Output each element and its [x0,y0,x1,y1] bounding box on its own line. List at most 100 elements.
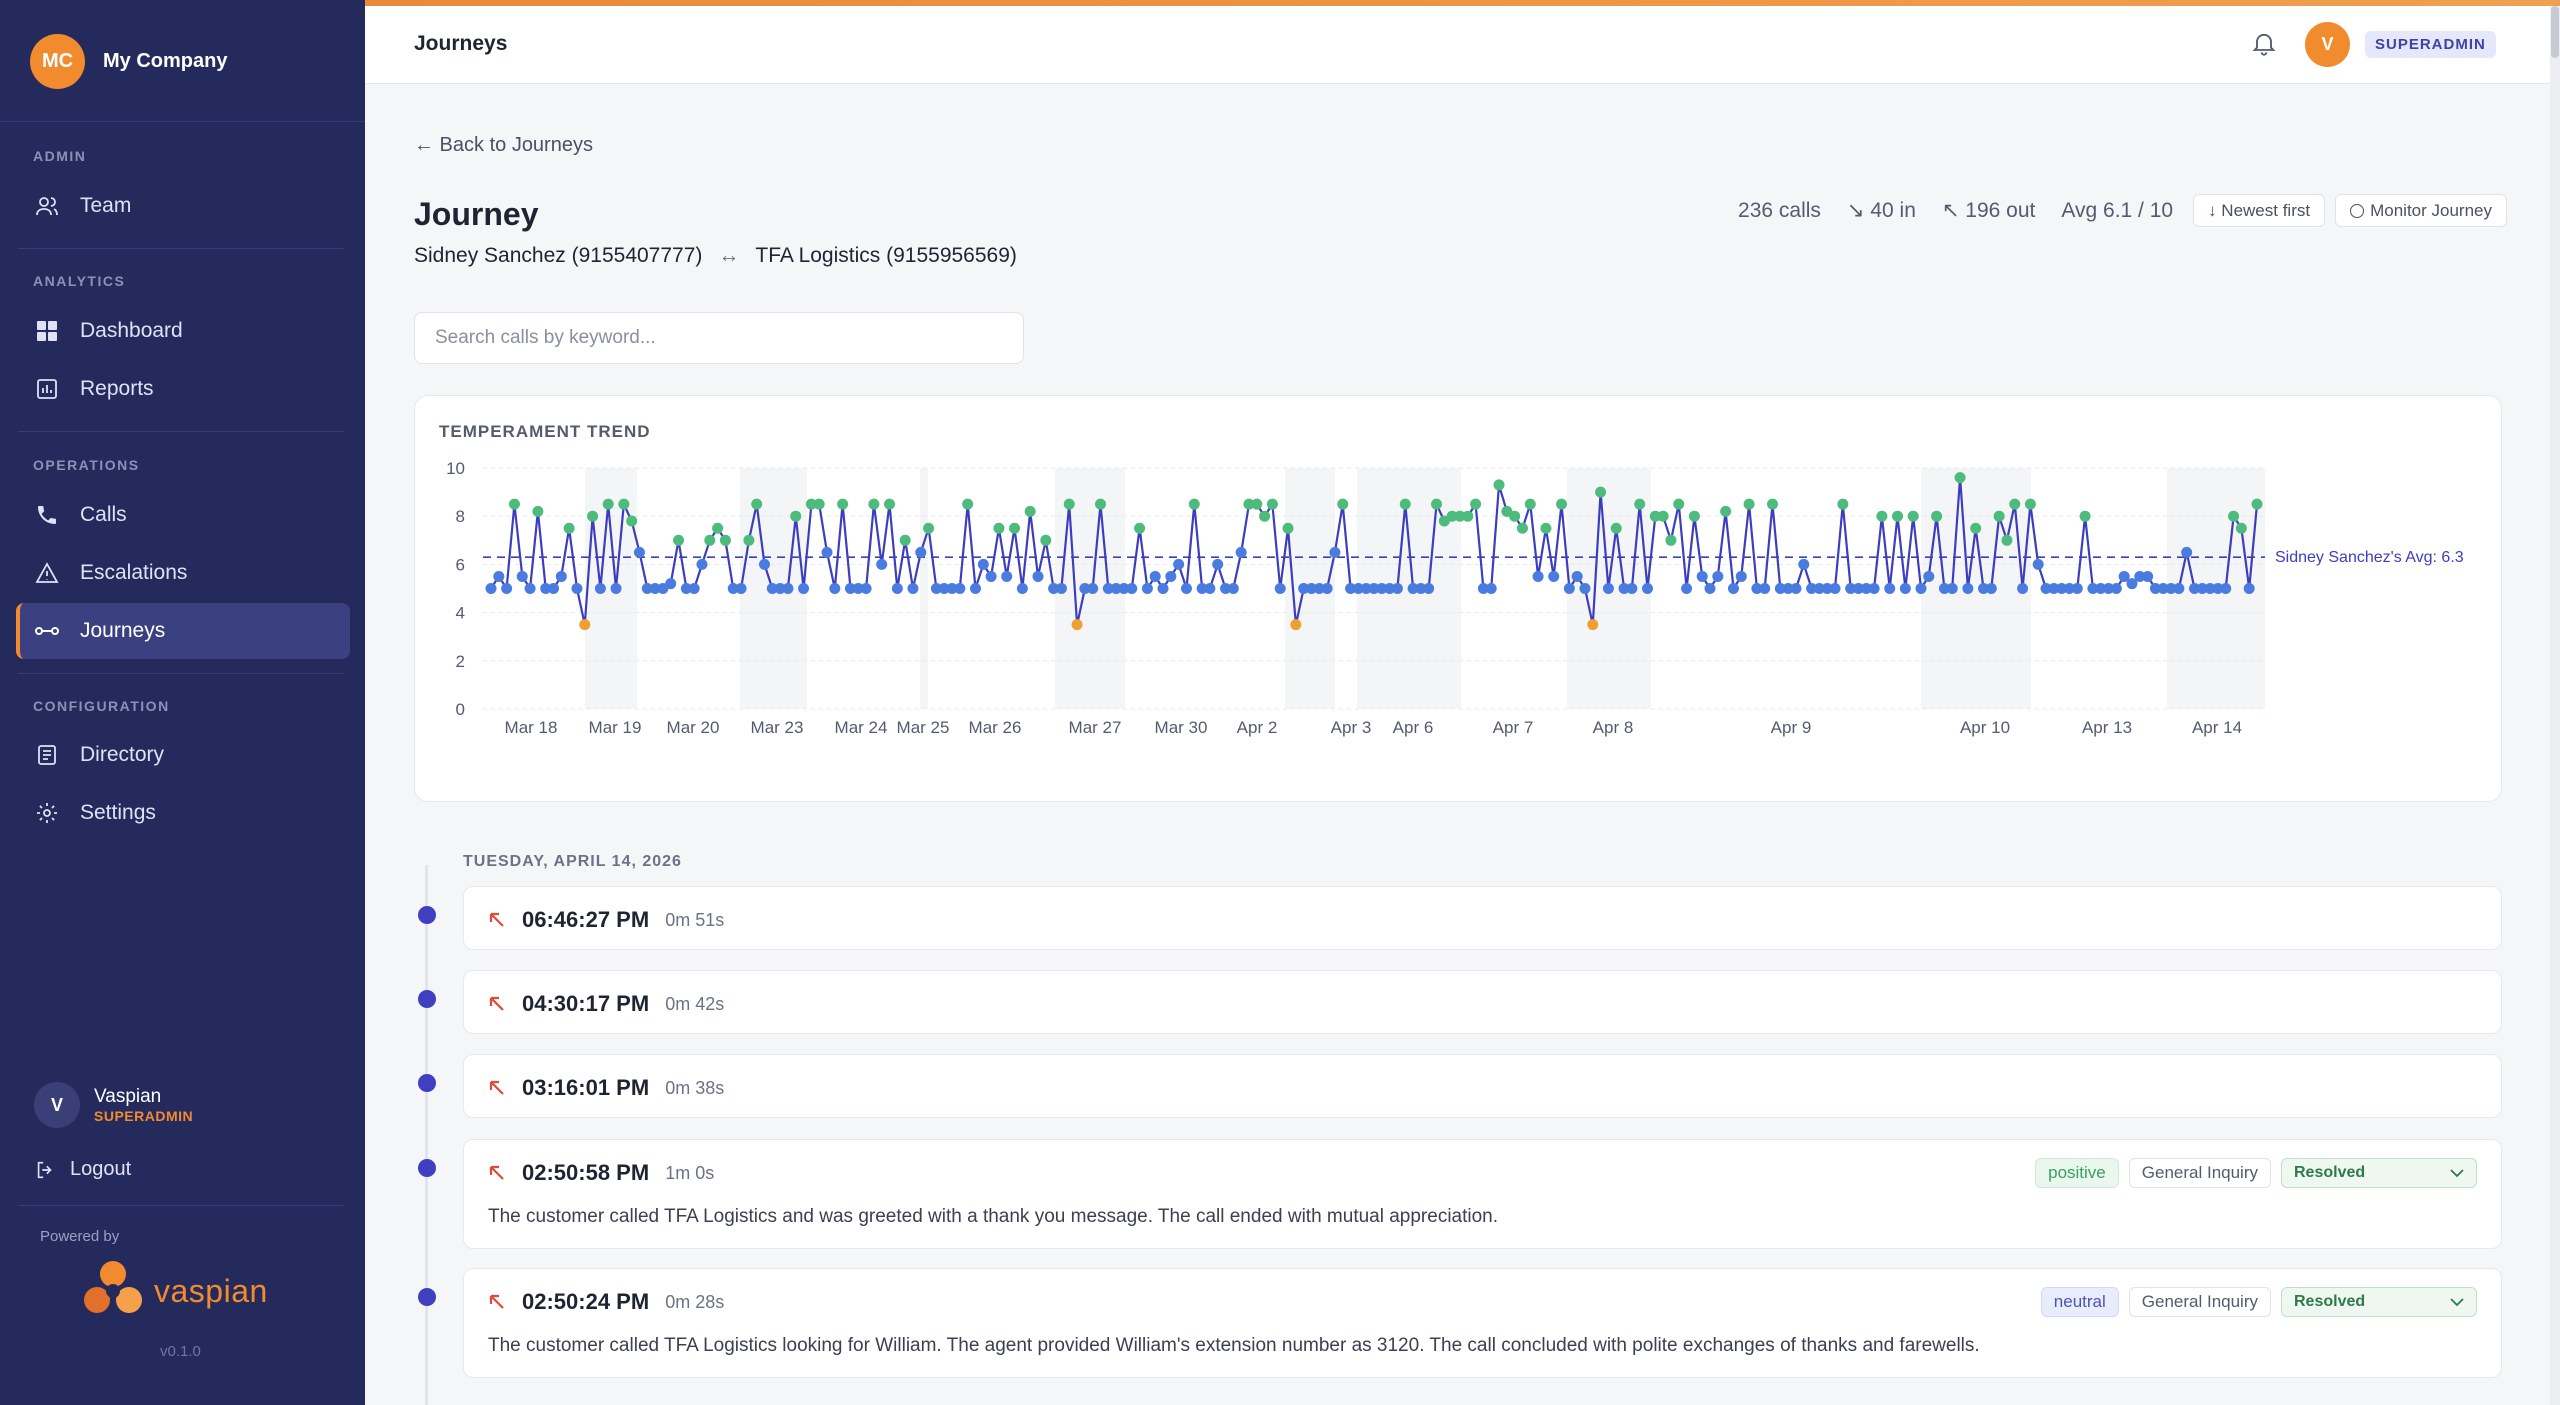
data-point [1743,498,1755,510]
version-label: v0.1.0 [160,1343,201,1360]
call-card[interactable]: 04:30:17 PM 0m 42s [463,970,2502,1034]
status-select[interactable]: Resolved [2281,1158,2477,1188]
data-point [1462,510,1474,522]
data-point [2251,498,2263,510]
status-select[interactable]: Resolved [2281,1287,2477,1317]
chart-title: TEMPERAMENT TREND [439,422,651,441]
data-point [1188,498,1200,510]
data-point [1259,510,1271,522]
sidebar-item-escalations[interactable]: Escalations [16,545,350,601]
data-point [1376,583,1388,594]
chevron-down-icon [2450,1168,2464,1178]
data-point [1899,583,1911,594]
data-point [665,578,677,590]
outbound-arrow-icon [488,911,506,929]
data-point [2204,583,2216,594]
timeline-dot [418,906,436,924]
data-point [1931,510,1943,522]
data-point [1696,570,1708,582]
data-point [1118,583,1130,594]
data-point [1813,583,1825,594]
data-point [1641,583,1653,594]
data-point [493,570,505,582]
sidebar-item-settings[interactable]: Settings [16,785,350,841]
sidebar-item-reports[interactable]: Reports [16,361,350,417]
data-point [1001,570,1013,582]
scrollbar-thumb[interactable] [2551,6,2559,58]
company-brand[interactable]: MC My Company [30,34,227,89]
section-label-configuration: CONFIGURATION [33,698,170,714]
outbound-arrow-icon [488,1164,506,1182]
data-point [1360,583,1372,594]
call-duration: 0m 42s [665,993,725,1014]
sidebar-item-dashboard[interactable]: Dashboard [16,303,350,359]
y-tick-label: 2 [456,652,465,671]
data-point [1126,583,1138,594]
data-point [1727,583,1739,594]
y-tick-label: 8 [456,507,465,526]
avatar[interactable]: V [2305,22,2350,67]
back-link[interactable]: ← Back to Journeys [414,134,593,156]
party-a: Sidney Sanchez (9155407777) [414,244,703,267]
data-point [610,583,622,594]
data-point [2235,522,2247,534]
data-point [727,583,739,594]
data-point [2173,583,2185,594]
call-card[interactable]: 02:50:58 PM 1m 0s positive General Inquiry R… [463,1139,2502,1249]
powered-by-label: Powered by [40,1228,120,1245]
sidebar-item-team[interactable]: Team [16,178,350,234]
sentiment-badge: positive [2035,1158,2119,1188]
data-point [633,546,645,558]
sidebar-item-calls[interactable]: Calls [16,487,350,543]
data-point [1266,498,1278,510]
call-card[interactable]: 03:16:01 PM 0m 38s [463,1054,2502,1118]
vaspian-logo-text: vaspian [154,1273,268,1309]
data-point [1313,583,1325,594]
data-point [930,583,942,594]
x-tick-label: Apr 8 [1593,718,1634,737]
call-card[interactable]: 02:50:24 PM 0m 28s neutral General Inquiry R… [463,1268,2502,1378]
avatar: V [34,1082,80,1128]
sort-button[interactable]: ↓ Newest first [2193,194,2326,227]
data-point [1712,570,1724,582]
data-point [954,583,966,594]
call-card[interactable]: 06:46:27 PM 0m 51s [463,886,2502,950]
data-point [626,515,638,527]
sidebar-item-journeys[interactable]: Journeys [16,603,350,659]
data-point [2220,583,2232,594]
search-input[interactable] [414,312,1024,364]
data-point [1509,510,1521,522]
data-point [1345,583,1357,594]
sidebar-item-directory[interactable]: Directory [16,727,350,783]
stat-calls: 236 calls [1738,198,1821,222]
data-point [1618,583,1630,594]
call-duration: 0m 28s [665,1291,725,1312]
data-point [2228,510,2240,522]
stat-average: Avg 6.1 / 10 [2061,198,2174,222]
data-point [1282,522,1294,534]
data-point [1071,619,1083,631]
stat-outbound: ↖ 196 out [1941,199,2036,222]
data-point [938,583,950,594]
data-point [1204,583,1216,594]
party-b: TFA Logistics (9155956569) [755,244,1017,267]
data-point [1829,583,1841,594]
data-point [884,498,896,510]
data-point [2056,583,2068,594]
user-profile[interactable]: V Vaspian SUPERADMIN [34,1082,193,1128]
bell-icon[interactable] [2250,28,2278,63]
monitor-journey-button[interactable]: Monitor Journey [2335,194,2507,227]
data-point [1180,583,1192,594]
scrollbar[interactable] [2550,6,2560,1405]
data-point [1149,570,1161,582]
logout-button[interactable]: Logout [34,1158,131,1181]
data-point [962,498,974,510]
status-value: Resolved [2294,1293,2366,1310]
top-accent-strip [365,0,2560,6]
data-point [485,583,497,594]
call-tags: neutral General Inquiry Resolved [2031,1287,2477,1317]
x-tick-label: Mar 30 [1155,718,1208,737]
data-point [1079,583,1091,594]
y-tick-label: 4 [456,604,465,623]
x-tick-label: Mar 19 [589,718,642,737]
